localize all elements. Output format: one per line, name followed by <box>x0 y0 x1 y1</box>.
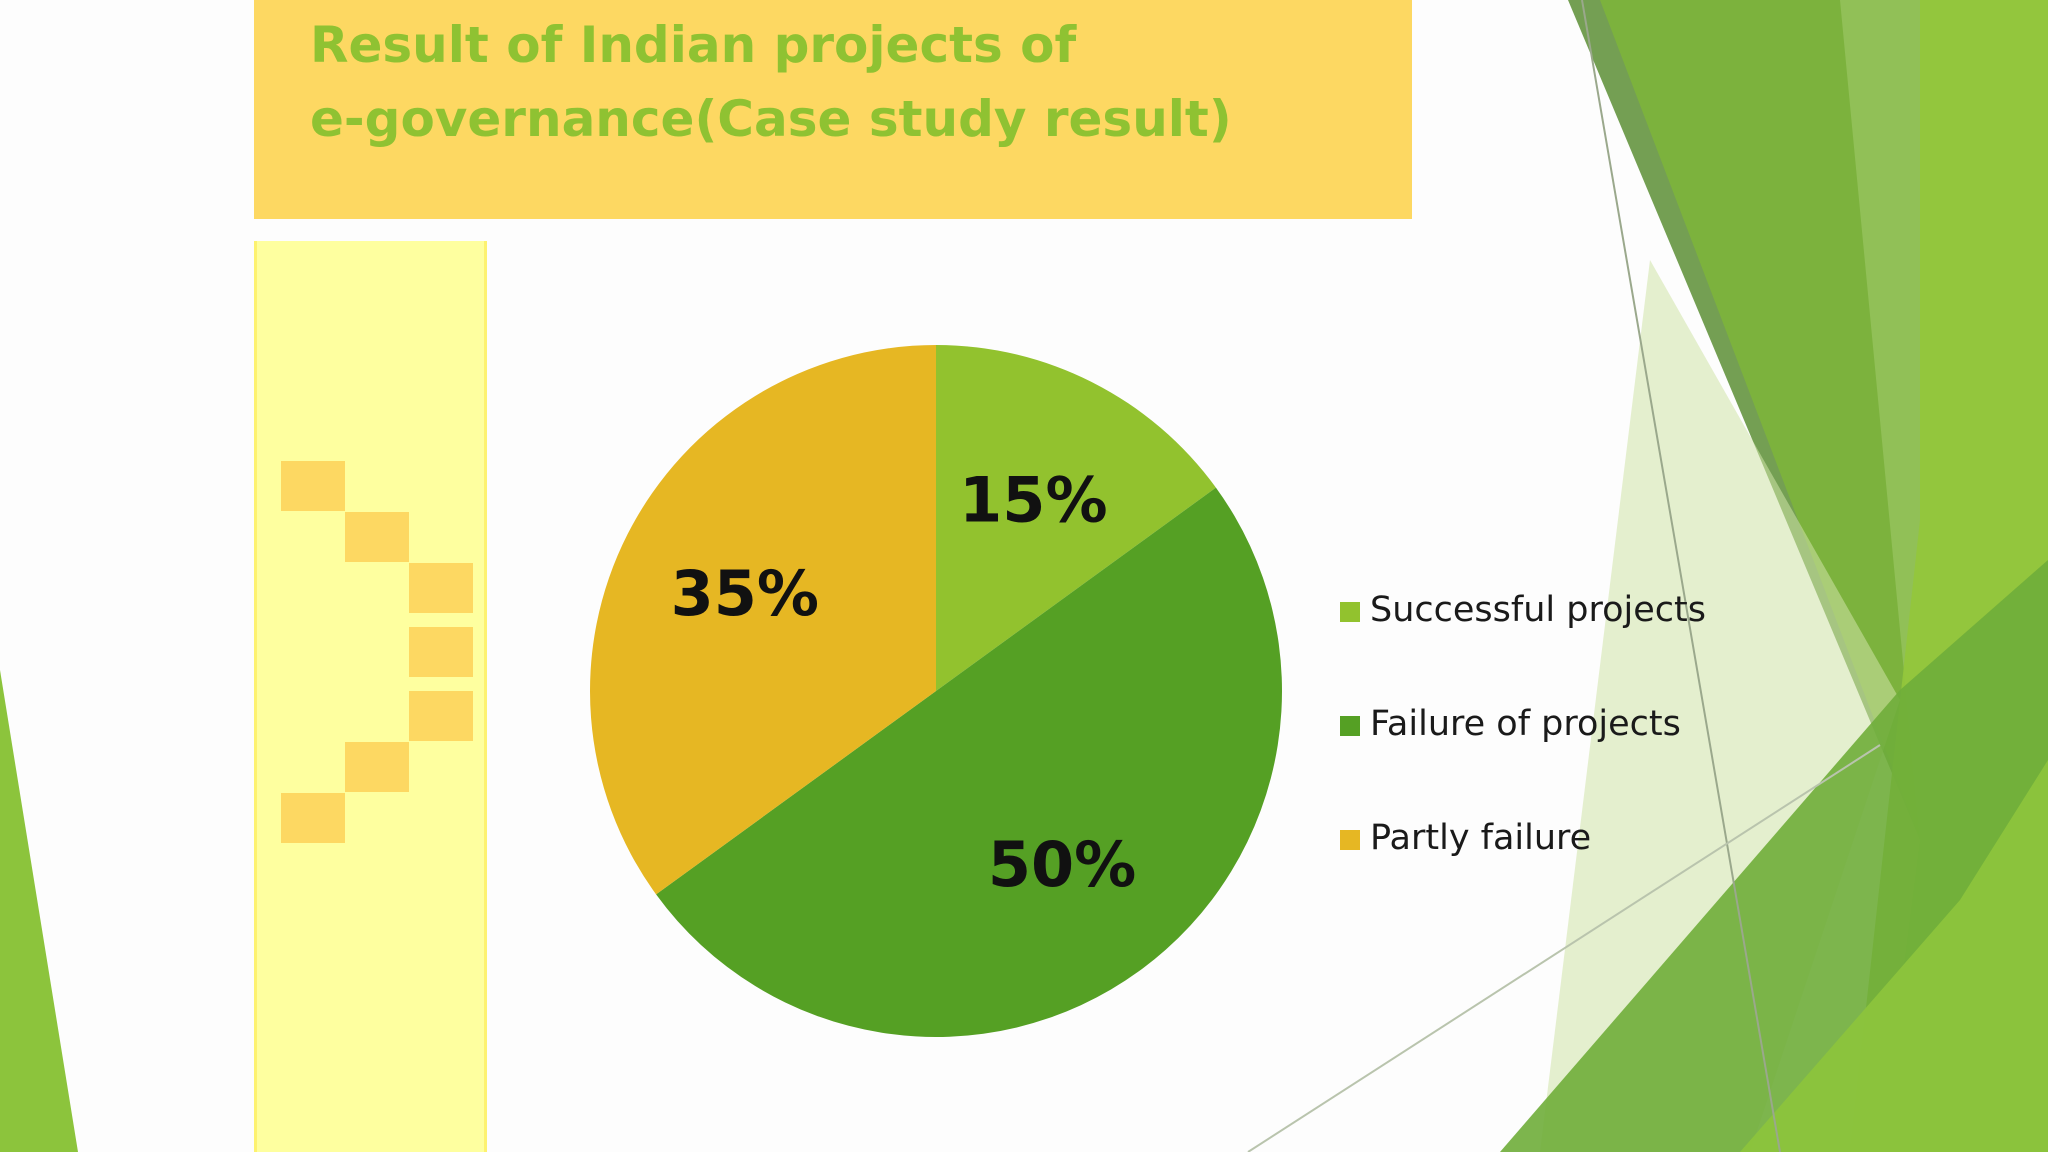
left-edge-shape <box>0 670 78 1152</box>
legend-label: Successful projects <box>1370 590 1706 630</box>
legend-swatch <box>1340 716 1360 736</box>
legend-label: Failure of projects <box>1370 704 1681 744</box>
legend-label: Partly failure <box>1370 818 1592 858</box>
legend-swatch <box>1340 830 1360 850</box>
decor-line-1 <box>1581 0 1781 1152</box>
pie-slice-failure-of-projects <box>656 487 1282 1038</box>
slide-title-line-2: e-governance(Case study result) <box>310 90 1232 148</box>
slide-title-line-1: Result of Indian projects of <box>310 16 1077 74</box>
pie-slices <box>589 345 1282 1038</box>
pie-data-label: 15% <box>959 463 1107 536</box>
pie-slice-successful-projects <box>936 345 1216 691</box>
deco-square <box>281 793 345 843</box>
pie-data-label: 50% <box>988 828 1136 901</box>
pie-data-label: 35% <box>671 557 819 630</box>
title-bar: Result of Indian projects of e-governanc… <box>254 0 1412 219</box>
legend-swatch <box>1340 602 1360 622</box>
pie-slice-partly-failure <box>589 345 936 895</box>
decor-line-2 <box>1247 744 1881 1152</box>
pie-data-labels: 15% 50% 35% <box>671 463 1137 901</box>
deco-square <box>281 461 345 511</box>
deco-square <box>409 691 473 741</box>
deco-square <box>409 627 473 677</box>
deco-square <box>345 512 409 562</box>
deco-square <box>409 563 473 613</box>
deco-square <box>345 742 409 792</box>
bottom-shape-bright <box>1740 760 2048 1152</box>
